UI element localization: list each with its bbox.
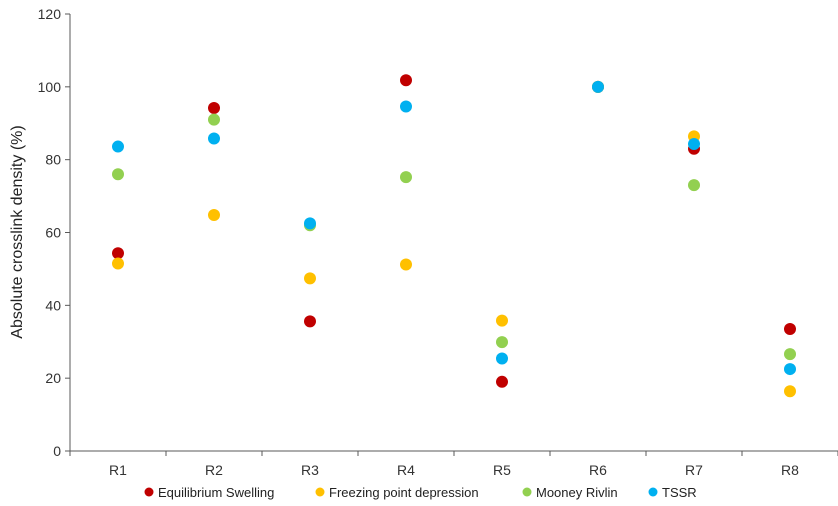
x-tick-label: R7	[685, 462, 703, 478]
legend-marker	[648, 487, 658, 497]
data-point-freezing-point-depression	[304, 272, 316, 285]
x-tick-label: R8	[781, 462, 799, 478]
data-point-freezing-point-depression	[400, 258, 412, 271]
y-tick-label: 60	[45, 225, 61, 241]
data-point-equilibrium-swelling	[208, 101, 220, 114]
data-point-mooney-rivlin	[112, 168, 124, 181]
legend-marker	[315, 487, 325, 497]
legend-marker	[144, 487, 154, 497]
legend-label: TSSR	[662, 485, 697, 500]
data-point-mooney-rivlin	[784, 348, 796, 361]
data-point-freezing-point-depression	[208, 209, 220, 222]
data-point-tssr	[592, 80, 604, 93]
data-point-mooney-rivlin	[208, 113, 220, 126]
data-point-mooney-rivlin	[496, 336, 508, 349]
legend: Equilibrium Swelling Freezing point depre…	[144, 485, 697, 500]
tick-labels: 0 20 40 60 80 100 120 R1 R2 R3 R4 R5 R6 R7 R8	[38, 6, 800, 478]
data-point-mooney-rivlin	[688, 179, 700, 192]
legend-marker	[522, 487, 532, 497]
data-point-tssr	[496, 352, 508, 365]
data-point-equilibrium-swelling	[496, 375, 508, 388]
data-points	[112, 74, 796, 398]
x-tick-label: R4	[397, 462, 415, 478]
y-tick-label: 20	[45, 370, 61, 386]
data-point-equilibrium-swelling	[112, 247, 124, 260]
data-point-equilibrium-swelling	[400, 74, 412, 87]
data-point-equilibrium-swelling	[784, 323, 796, 336]
data-point-tssr	[784, 363, 796, 376]
x-tick-label: R3	[301, 462, 319, 478]
data-point-tssr	[304, 217, 316, 230]
legend-label: Equilibrium Swelling	[158, 485, 274, 500]
x-tick-label: R2	[205, 462, 223, 478]
y-axis-title: Absolute crosslink density (%)	[9, 125, 26, 338]
data-point-tssr	[400, 100, 412, 113]
legend-label: Mooney Rivlin	[536, 485, 618, 500]
data-point-tssr	[112, 140, 124, 153]
data-point-equilibrium-swelling	[304, 315, 316, 328]
y-tick-label: 100	[38, 79, 62, 95]
x-tick-label: R1	[109, 462, 127, 478]
y-tick-label: 120	[38, 6, 62, 22]
data-point-tssr	[688, 138, 700, 151]
data-point-freezing-point-depression	[784, 385, 796, 398]
x-tick-label: R6	[589, 462, 607, 478]
data-point-mooney-rivlin	[400, 171, 412, 184]
y-tick-label: 0	[53, 443, 61, 459]
y-tick-label: 40	[45, 297, 61, 313]
axes	[65, 13, 838, 456]
legend-label: Freezing point depression	[329, 485, 479, 500]
y-tick-label: 80	[45, 152, 61, 168]
data-point-tssr	[208, 132, 220, 145]
data-point-freezing-point-depression	[496, 314, 508, 327]
x-tick-label: R5	[493, 462, 511, 478]
data-point-freezing-point-depression	[112, 257, 124, 270]
